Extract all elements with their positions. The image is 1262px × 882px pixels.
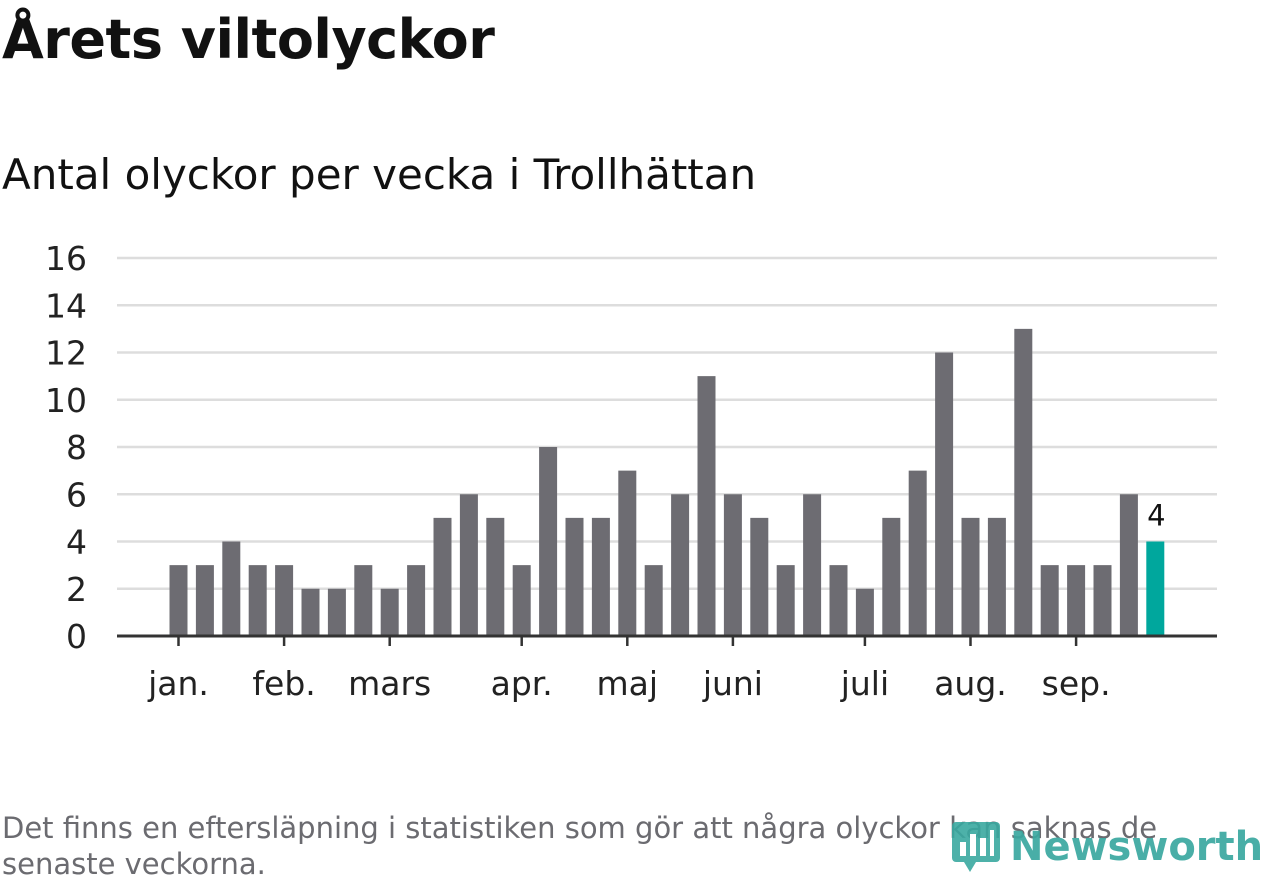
bar-chart: 0 2 4 6 8 10 12 14 16 4 jan. feb. mars apr. maj juni jul…: [45, 239, 1217, 703]
x-tick-label: juni: [702, 664, 763, 703]
bar: [855, 588, 874, 636]
bar: [987, 517, 1006, 636]
bar: [380, 588, 399, 636]
x-tick-label: feb.: [252, 664, 315, 703]
x-tick-label: maj: [597, 664, 659, 703]
y-tick-label: 16: [45, 239, 87, 278]
newsworthy-logo-icon: [952, 822, 1000, 872]
bar: [750, 517, 769, 636]
x-tick-label: aug.: [934, 664, 1007, 703]
x-tick-label: mars: [348, 664, 431, 703]
chart-subtitle: Antal olyckor per vecka i Trollhättan: [2, 150, 757, 199]
bar: [433, 517, 452, 636]
y-tick-label: 2: [66, 570, 87, 609]
bar-highlight: [1146, 541, 1165, 636]
chart-title: Årets viltolyckor: [2, 8, 495, 71]
bar: [275, 565, 294, 636]
y-tick-label: 12: [45, 334, 87, 373]
bar: [195, 565, 214, 636]
bar: [565, 517, 584, 636]
x-tick-label: jan.: [147, 664, 209, 703]
newsworthy-logo-text: Newsworthy: [1010, 824, 1262, 870]
bar: [776, 565, 795, 636]
bar: [1067, 565, 1086, 636]
bar: [459, 494, 478, 636]
bar: [591, 517, 610, 636]
bar: [407, 565, 426, 636]
bar: [354, 565, 373, 636]
bar: [1014, 328, 1033, 636]
bar: [618, 470, 637, 636]
bar: [169, 565, 188, 636]
y-tick-label: 14: [45, 286, 87, 325]
newsworthy-logo: Newsworthy: [950, 820, 1262, 874]
bar: [671, 494, 690, 636]
bar: [248, 565, 267, 636]
x-tick-label: sep.: [1042, 664, 1111, 703]
bar: [803, 494, 822, 636]
y-tick-label: 4: [66, 523, 87, 562]
bar: [1040, 565, 1059, 636]
bar: [961, 517, 980, 636]
data-label: 4: [1147, 499, 1165, 533]
bar: [829, 565, 848, 636]
bar: [327, 588, 346, 636]
bar: [882, 517, 901, 636]
bar: [1119, 494, 1138, 636]
bar: [301, 588, 320, 636]
bar: [935, 352, 954, 636]
x-tick-label: apr.: [491, 664, 553, 703]
y-tick-label: 10: [45, 381, 87, 420]
x-tick-label: juli: [840, 664, 889, 703]
bar: [222, 541, 241, 636]
bar: [486, 517, 505, 636]
bar: [697, 376, 716, 636]
bar: [644, 565, 663, 636]
y-tick-label: 6: [66, 475, 87, 514]
y-tick-label: 8: [66, 428, 87, 467]
bar: [512, 565, 531, 636]
y-tick-label: 0: [66, 617, 87, 656]
bar: [1093, 565, 1112, 636]
bar: [539, 447, 558, 636]
bar: [908, 470, 927, 636]
bar: [723, 494, 742, 636]
